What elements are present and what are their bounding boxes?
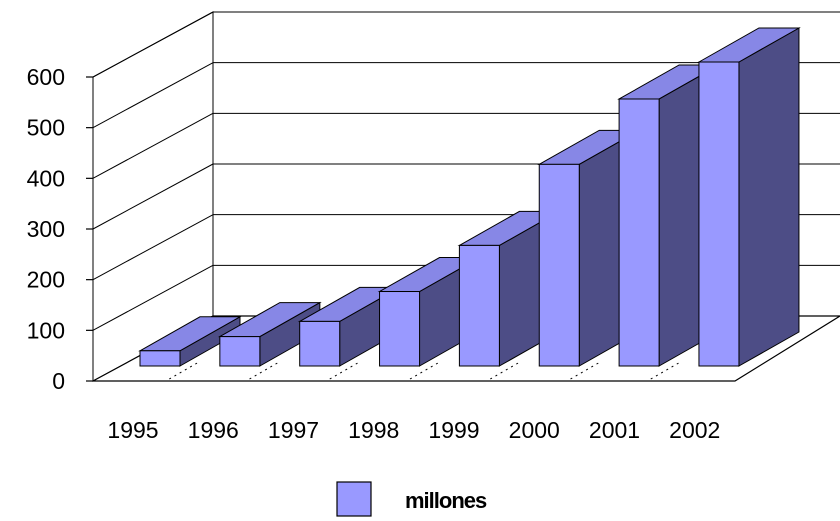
x-tick-label: 2002 [669, 417, 720, 443]
y-tick-label: 600 [27, 64, 65, 90]
gridline-left [92, 11, 214, 78]
y-tick-label: 100 [27, 317, 65, 343]
bar-front [538, 163, 580, 367]
x-tick-label: 1996 [188, 417, 239, 443]
bar-front [139, 350, 181, 367]
bar-front [219, 336, 261, 367]
gridline-left [92, 264, 214, 331]
bar-front [458, 244, 500, 367]
gridline-left [92, 112, 214, 179]
y-tick-label: 300 [27, 216, 65, 242]
legend-swatch [336, 481, 372, 517]
y-axis: 0 100 200 300 400 500 600 [27, 64, 93, 394]
y-tick-label: 500 [27, 115, 65, 141]
x-tick-label: 2001 [589, 417, 640, 443]
bar-front [299, 320, 341, 367]
bar-front [379, 291, 421, 367]
y-tick-label: 0 [52, 368, 65, 394]
gridline-left [92, 62, 214, 129]
x-tick-label: 2000 [509, 417, 560, 443]
bar-side [738, 27, 800, 367]
x-tick-label: 1999 [428, 417, 479, 443]
bar-front [618, 98, 660, 367]
y-tick-label: 400 [27, 165, 65, 191]
x-tick-label: 1998 [348, 417, 399, 443]
bars [138, 27, 801, 367]
legend-label: millones [405, 488, 487, 513]
gridline-left [92, 163, 214, 230]
gridline-left [92, 214, 214, 281]
y-tick-label: 200 [27, 267, 65, 293]
bar-1995 [138, 315, 242, 367]
legend: millones [336, 481, 488, 517]
x-tick-label: 1997 [268, 417, 319, 443]
x-axis: 1995 1996 1997 1998 1999 2000 2001 2002 [107, 417, 720, 443]
x-tick-label: 1995 [107, 417, 158, 443]
bar-front [698, 61, 740, 367]
bar-2002 [697, 27, 801, 367]
